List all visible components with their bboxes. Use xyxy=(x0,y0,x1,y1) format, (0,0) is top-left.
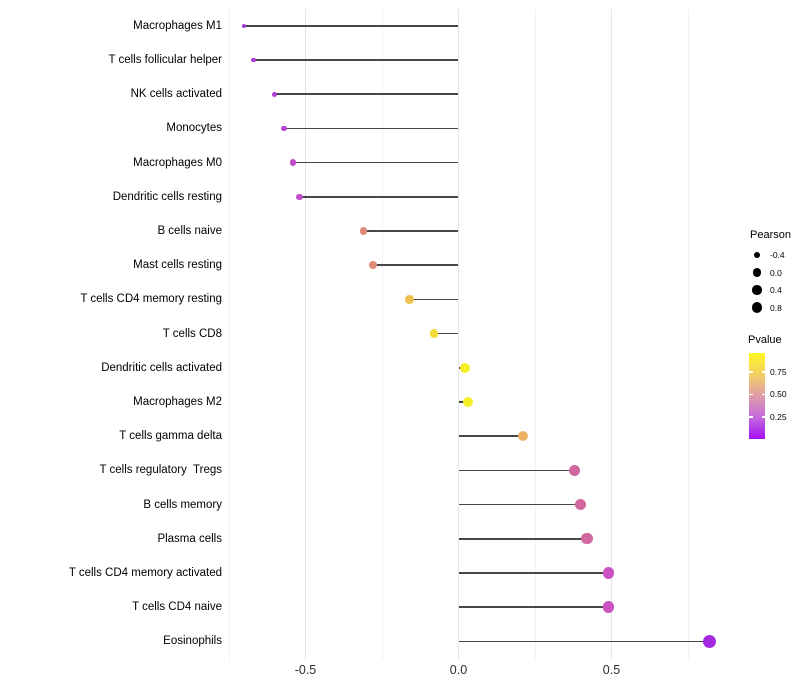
legend-size-dot xyxy=(752,285,762,295)
gradient-tick-label: 0.25 xyxy=(770,412,787,422)
gridline xyxy=(687,9,689,660)
lollipop-stick xyxy=(434,332,459,335)
category-label: Monocytes xyxy=(166,122,222,135)
legend-size-dot xyxy=(752,268,762,277)
lollipop-dot xyxy=(517,430,528,442)
gridline xyxy=(534,9,536,660)
lollipop-dot xyxy=(602,601,615,613)
pearson-legend-title: Pearson xyxy=(750,229,791,241)
lollipop-stick xyxy=(372,264,459,266)
gradient-tick xyxy=(749,416,753,418)
legend-size-label: -0.4 xyxy=(770,250,785,260)
gridline xyxy=(305,9,306,660)
gridline xyxy=(228,9,230,660)
category-label: T cells CD4 memory activated xyxy=(68,567,222,579)
lollipop-stick xyxy=(244,25,459,27)
category-label: T cells gamma delta xyxy=(119,430,222,443)
gridline xyxy=(458,9,459,660)
legend-size-label: 0.0 xyxy=(770,267,782,278)
lollipop-stick xyxy=(458,435,523,437)
lollipop-stick xyxy=(409,298,459,301)
lollipop-dot xyxy=(290,159,297,166)
lollipop-stick xyxy=(458,606,609,608)
x-tick-label: 0.0 xyxy=(449,663,468,677)
lollipop-stick xyxy=(253,59,459,61)
lollipop-dot xyxy=(575,499,587,511)
gradient-tick xyxy=(749,393,753,396)
category-label: Plasma cells xyxy=(157,532,222,545)
lollipop-stick xyxy=(284,127,459,130)
lollipop-dot xyxy=(602,567,615,579)
gradient-tick xyxy=(761,393,765,396)
category-label: Macrophages M2 xyxy=(133,396,222,408)
category-label: Mast cells resting xyxy=(133,259,222,272)
legend-size-label: 0.8 xyxy=(770,302,782,313)
category-label: Macrophages M1 xyxy=(133,19,222,32)
legend-size-label: 0.4 xyxy=(770,285,782,295)
lollipop-dot xyxy=(459,362,470,373)
category-label: NK cells activated xyxy=(130,88,222,101)
lollipop-dot xyxy=(405,295,414,304)
lollipop-dot xyxy=(429,329,439,338)
lollipop-stick xyxy=(293,161,459,164)
lollipop-dot xyxy=(281,125,287,132)
category-label: Dendritic cells resting xyxy=(112,190,222,203)
lollipop-dot xyxy=(462,397,473,407)
legend-size-dot xyxy=(753,251,761,259)
category-label: B cells naive xyxy=(157,225,222,237)
category-label: T cells regulatory Tregs xyxy=(99,464,222,477)
category-label: Macrophages M0 xyxy=(133,156,222,169)
lollipop-stick xyxy=(274,93,459,95)
gradient-tick-label: 0.75 xyxy=(770,367,787,378)
lollipop-dot xyxy=(242,23,247,28)
lollipop-dot xyxy=(702,634,717,649)
category-label: T cells follicular helper xyxy=(108,54,222,66)
gradient-tick xyxy=(749,371,753,373)
lollipop-dot xyxy=(359,227,368,235)
category-label: T cells CD4 memory resting xyxy=(80,293,222,306)
gridline xyxy=(611,9,612,660)
legend-size-dot xyxy=(751,302,763,313)
lollipop-stick xyxy=(299,196,459,198)
category-label: Eosinophils xyxy=(163,635,222,648)
lollipop-dot xyxy=(569,464,581,476)
lollipop-dot xyxy=(368,261,377,270)
lollipop-stick xyxy=(458,640,710,643)
pvalue-gradient-bar xyxy=(749,352,765,439)
pvalue-legend-title: Pvalue xyxy=(748,334,782,346)
gradient-tick-label: 0.50 xyxy=(770,389,787,400)
category-label: T cells CD8 xyxy=(162,327,222,340)
gradient-tick xyxy=(761,416,765,418)
lollipop-stick xyxy=(458,503,581,506)
category-label: B cells memory xyxy=(143,498,222,511)
gradient-tick xyxy=(761,371,765,373)
lollipop-dot xyxy=(581,533,593,545)
lollipop-dot xyxy=(251,57,256,63)
lollipop-stick xyxy=(458,538,588,540)
gridline xyxy=(381,9,383,660)
category-label: T cells CD4 naive xyxy=(132,601,222,614)
lollipop-stick xyxy=(363,230,459,232)
lollipop-stick xyxy=(458,469,575,472)
lollipop-dot xyxy=(296,193,303,201)
lollipop-dot xyxy=(272,91,278,97)
category-label: Dendritic cells activated xyxy=(101,361,222,374)
x-tick-label: -0.5 xyxy=(294,663,317,677)
lollipop-stick xyxy=(458,572,609,574)
x-tick-label: 0.5 xyxy=(602,663,621,677)
